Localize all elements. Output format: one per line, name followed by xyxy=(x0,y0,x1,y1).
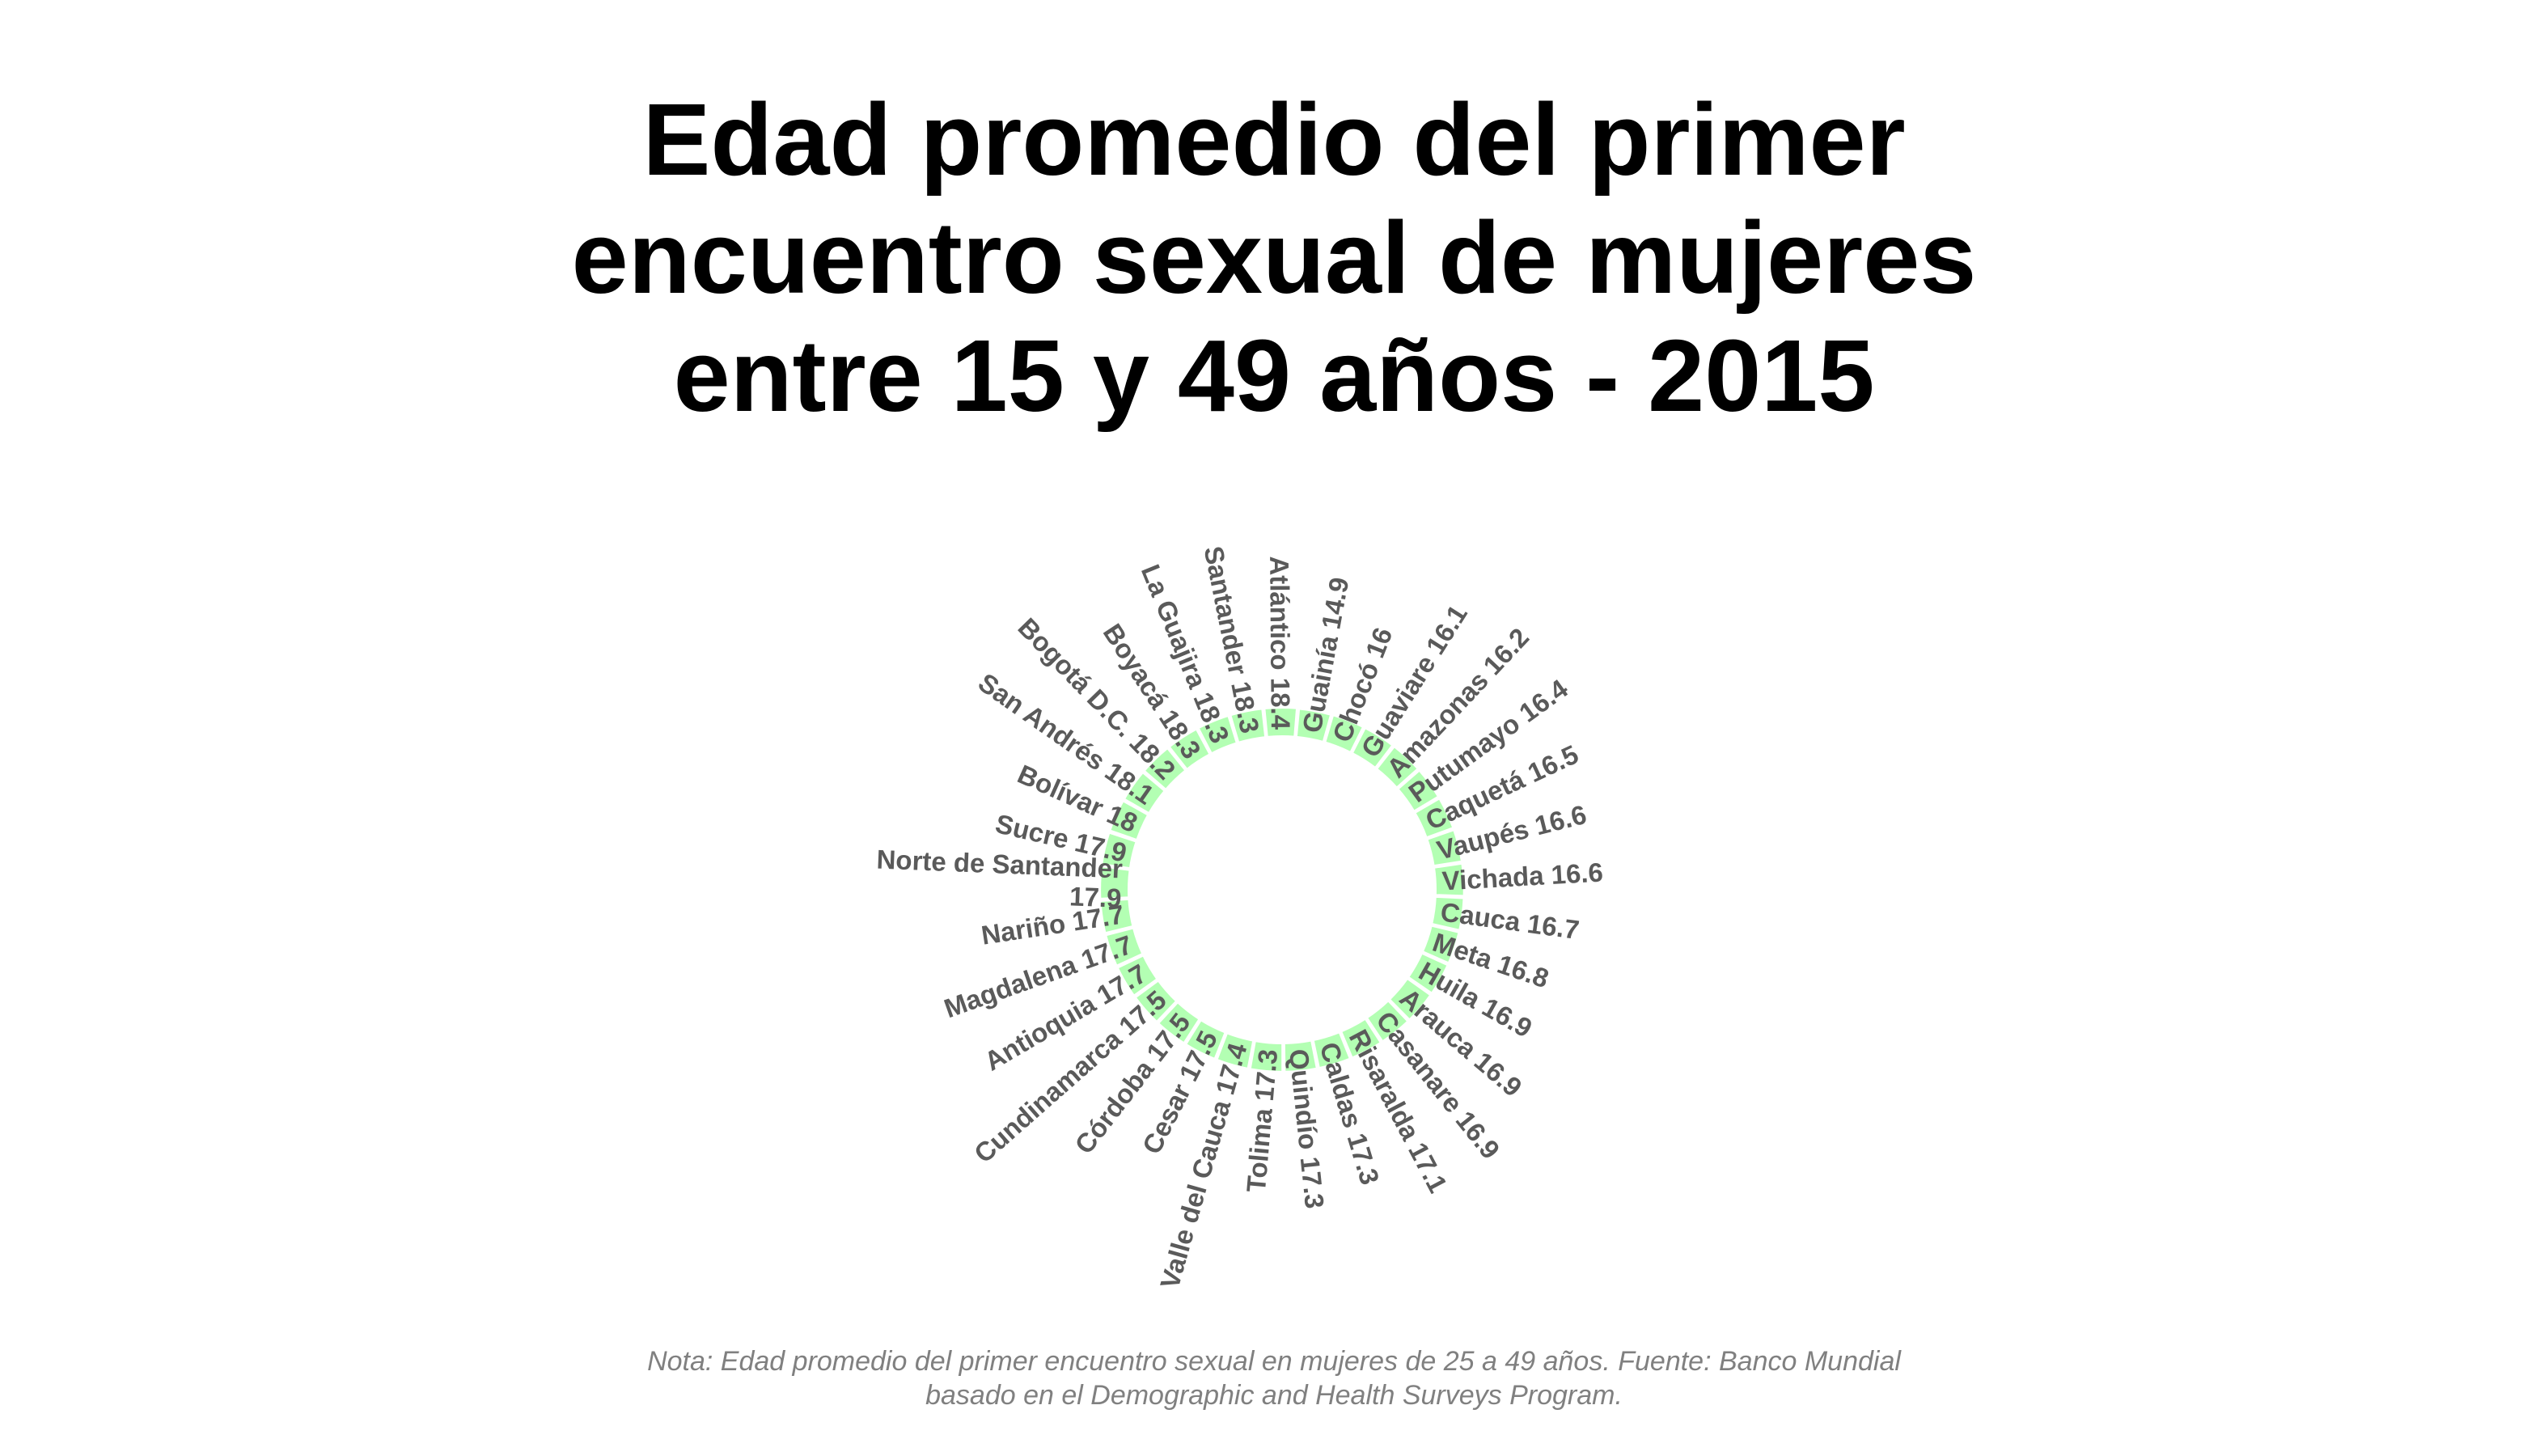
bar-14 xyxy=(1340,1018,1382,1059)
bar-15 xyxy=(1312,1031,1352,1069)
bar-1 xyxy=(1295,708,1332,743)
bar-29 xyxy=(1143,747,1187,791)
bar-20 xyxy=(1157,1001,1200,1044)
chart-footnote: Nota: Edad promedio del primer encuentro… xyxy=(647,1346,1901,1411)
bar-24 xyxy=(1099,898,1134,934)
bars-layer xyxy=(1099,707,1465,1073)
bar-2 xyxy=(1324,714,1365,754)
bar-33 xyxy=(1263,707,1298,738)
bar-10 xyxy=(1421,925,1460,964)
bar-7 xyxy=(1426,829,1463,867)
bar-27 xyxy=(1109,800,1149,841)
bar-31 xyxy=(1197,714,1238,755)
bar-19 xyxy=(1184,1018,1226,1060)
bar-12 xyxy=(1388,977,1432,1021)
bar-16 xyxy=(1283,1039,1318,1073)
bar-28 xyxy=(1123,771,1166,815)
bar-23 xyxy=(1105,927,1144,967)
bar-18 xyxy=(1216,1032,1255,1069)
bar-13 xyxy=(1365,999,1409,1043)
bar-label-17: Tolima 17.3 xyxy=(1241,1048,1283,1194)
bar-25 xyxy=(1099,866,1131,899)
bar-6 xyxy=(1414,798,1454,839)
bar-30 xyxy=(1168,728,1211,771)
bar-17 xyxy=(1249,1039,1284,1073)
bar-9 xyxy=(1431,895,1465,931)
bar-11 xyxy=(1407,952,1449,995)
bar-32 xyxy=(1230,708,1267,743)
bar-5 xyxy=(1397,769,1440,812)
bar-22 xyxy=(1116,954,1158,997)
bar-21 xyxy=(1134,980,1178,1023)
bar-26 xyxy=(1101,832,1137,870)
bar-4 xyxy=(1375,745,1419,789)
bar-3 xyxy=(1351,726,1394,769)
bar-label-33: Atlántico 18.4 xyxy=(1264,556,1296,730)
bar-8 xyxy=(1433,862,1465,897)
chart-title: Edad promedio del primer encuentro sexua… xyxy=(571,83,1977,433)
bar-label-8: Vichada 16.6 xyxy=(1441,857,1604,896)
